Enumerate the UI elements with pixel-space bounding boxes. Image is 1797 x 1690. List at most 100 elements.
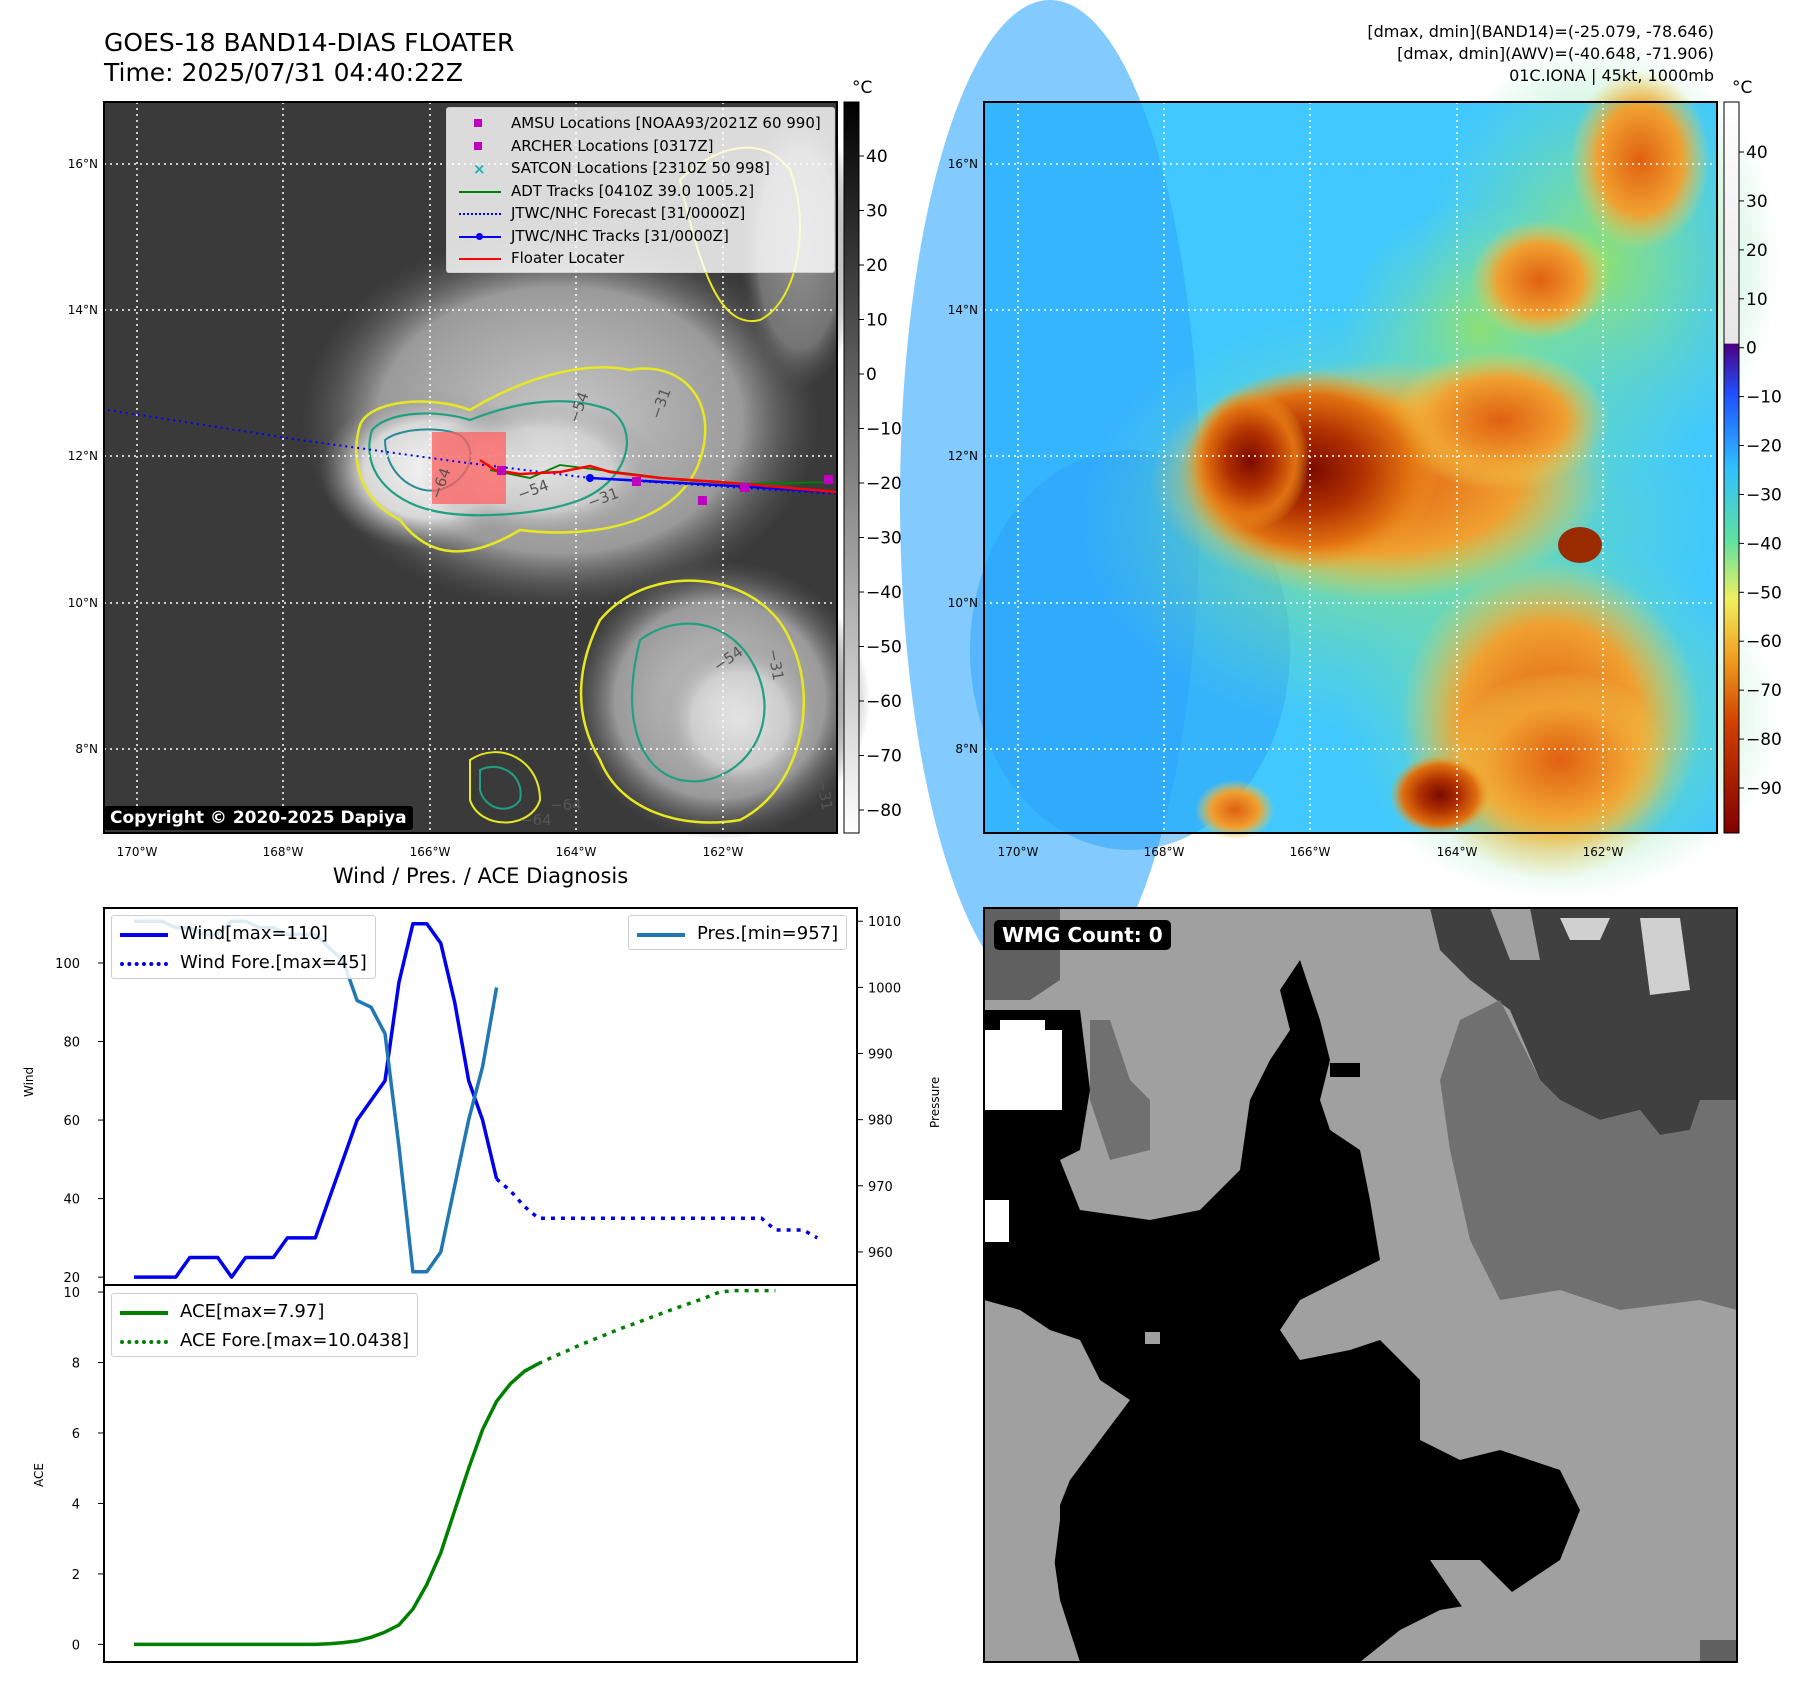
ace-tick-label: 6: [72, 1427, 80, 1442]
figure-title: GOES-18 BAND14-DIAS FLOATER: [104, 28, 515, 57]
wind-tick-label: 80: [63, 1036, 80, 1051]
wind-legend: Wind[max=110] Wind Fore.[max=45]: [111, 915, 376, 979]
colorbar-tick-label: 40: [1746, 143, 1768, 163]
legend-entry: ACE Fore.[max=10.0438]: [120, 1326, 409, 1355]
legend-swatch: [455, 184, 505, 198]
colorbar-tick-label: 10: [866, 311, 888, 331]
colorbar-tick-label: −50: [1746, 583, 1782, 603]
pressure-tick-label: 1010: [868, 915, 901, 930]
legend-entry: Pres.[min=957]: [637, 919, 838, 948]
legend-label: Floater Locater: [511, 249, 625, 267]
legend-swatch: [120, 1305, 168, 1319]
colorbar-tick-label: −80: [1746, 730, 1782, 750]
legend-label: ADT Tracks [0410Z 39.0 1005.2]: [511, 181, 755, 200]
legend-label: ACE Fore.[max=10.0438]: [180, 1330, 409, 1351]
pressure-tick-label: 960: [868, 1246, 893, 1261]
colorbar-tick-label: −90: [1746, 779, 1782, 799]
legend-swatch: [637, 927, 685, 941]
series-line: [537, 1288, 776, 1366]
colorbar-tick-label: 30: [866, 202, 888, 222]
legend-entry: × SATCON Locations [2310Z 50 998]: [455, 157, 826, 180]
lon-tick-label: 162°W: [1583, 845, 1624, 859]
lat-tick-label: 8°N: [955, 742, 978, 756]
colorbar-tick-label: 0: [1746, 339, 1757, 359]
legend-entry: Wind Fore.[max=45]: [120, 948, 367, 977]
lat-tick-label: 16°N: [68, 157, 98, 171]
lat-tick-label: 14°N: [68, 303, 98, 317]
wind-tick-label: 60: [63, 1114, 80, 1129]
legend-label: Wind Fore.[max=45]: [180, 952, 367, 973]
colorbar-tick-label: 10: [1746, 290, 1768, 310]
wmg-panel: [983, 907, 1738, 1663]
legend-swatch: [120, 927, 168, 941]
wmg-count-badge: WMG Count: 0: [994, 920, 1171, 950]
legend-swatch: [455, 139, 505, 153]
legend-swatch: [120, 956, 168, 970]
pressure-axis-label: Pressure: [928, 1076, 942, 1128]
colorbar-tick-label: −60: [866, 692, 902, 712]
legend-label: SATCON Locations [2310Z 50 998]: [511, 159, 770, 177]
colorbar-tick-label: −60: [1746, 632, 1782, 652]
lon-tick-label: 164°W: [556, 845, 597, 859]
colorbar-tick-label: −10: [866, 420, 902, 440]
colorbar1-unit: °C: [852, 78, 873, 98]
lat-tick-label: 10°N: [68, 596, 98, 610]
awv-colorbar: [1723, 101, 1740, 834]
forecast-track: [107, 409, 838, 495]
lat-tick-label: 14°N: [948, 303, 978, 317]
legend-label: Wind[max=110]: [180, 923, 328, 944]
lon-tick-label: 168°W: [1144, 845, 1185, 859]
awv-colorbar-ticks: 40 30 20 10 0 −10 −20 −30 −40 −50 −60 −70 −80 −90: [1739, 143, 1782, 799]
legend-label: AMSU Locations [NOAA93/2021Z 60 990]: [511, 114, 821, 132]
gray-colorbar: [843, 101, 860, 834]
colorbar-tick-label: −20: [1746, 437, 1782, 457]
storm-info: 01C.IONA | 45kt, 1000mb: [1509, 66, 1714, 85]
map-tick-labels: 170°W 168°W 166°W 164°W 162°W 170°W 168°W 166°W…: [68, 157, 1624, 859]
wind-tick-label: 20: [63, 1271, 80, 1286]
pressure-legend: Pres.[min=957]: [628, 915, 848, 950]
series-line: [134, 921, 499, 1279]
ace-axis-label: ACE: [32, 1463, 46, 1487]
pressure-tick-label: 970: [868, 1180, 893, 1195]
lat-tick-label: 12°N: [948, 449, 978, 463]
colorbar-tick-label: −40: [866, 583, 902, 603]
figure-time: Time: 2025/07/31 04:40:22Z: [104, 58, 463, 87]
legend-swatch: ×: [473, 160, 486, 179]
colorbar-tick-label: 20: [1746, 241, 1768, 261]
legend-entry: ACE[max=7.97]: [120, 1297, 409, 1326]
svg-text:−31: −31: [764, 648, 787, 682]
ace-tick-label: 4: [72, 1497, 80, 1512]
wind-tick-label: 40: [63, 1193, 80, 1208]
lat-tick-label: 16°N: [948, 157, 978, 171]
ace-tick-label: 2: [72, 1568, 80, 1583]
legend-entry: ARCHER Locations [0317Z]: [455, 135, 826, 158]
lon-tick-label: 170°W: [117, 845, 158, 859]
contour-labels: −64 −54 −54 −31 −31 −64 −31 −54 −64 −31: [427, 385, 836, 829]
wind-tick-label: 100: [55, 957, 80, 972]
pressure-tick-label: 980: [868, 1114, 893, 1129]
diag-band14: [dmax, dmin](BAND14)=(-25.079, -78.646): [1367, 22, 1714, 41]
legend-label: JTWC/NHC Forecast [31/0000Z]: [511, 204, 746, 222]
series-line: [134, 1362, 540, 1647]
lon-tick-label: 168°W: [263, 845, 304, 859]
lat-tick-label: 12°N: [68, 449, 98, 463]
lat-tick-label: 10°N: [948, 596, 978, 610]
legend-label: Pres.[min=957]: [697, 923, 839, 944]
diag-awv: [dmax, dmin](AWV)=(-40.648, -71.906): [1397, 44, 1714, 63]
svg-text:−64: −64: [550, 796, 582, 814]
colorbar-tick-label: 30: [1746, 192, 1768, 212]
colorbar-tick-label: −40: [1746, 534, 1782, 554]
ace-tick-label: 8: [72, 1357, 80, 1372]
colorbar-tick-label: −20: [866, 474, 902, 494]
legend-entry: AMSU Locations [NOAA93/2021Z 60 990]: [455, 112, 826, 135]
legend-swatch: [455, 116, 505, 130]
pressure-tick-label: 990: [868, 1048, 893, 1063]
lon-tick-label: 162°W: [703, 845, 744, 859]
colorbar-tick-label: −30: [1746, 485, 1782, 505]
legend-swatch: [455, 251, 505, 265]
colorbar-tick-label: 20: [866, 256, 888, 276]
series-line: [495, 1177, 819, 1240]
legend-entry: JTWC/NHC Forecast [31/0000Z]: [455, 202, 826, 225]
legend-entry: Wind[max=110]: [120, 919, 367, 948]
